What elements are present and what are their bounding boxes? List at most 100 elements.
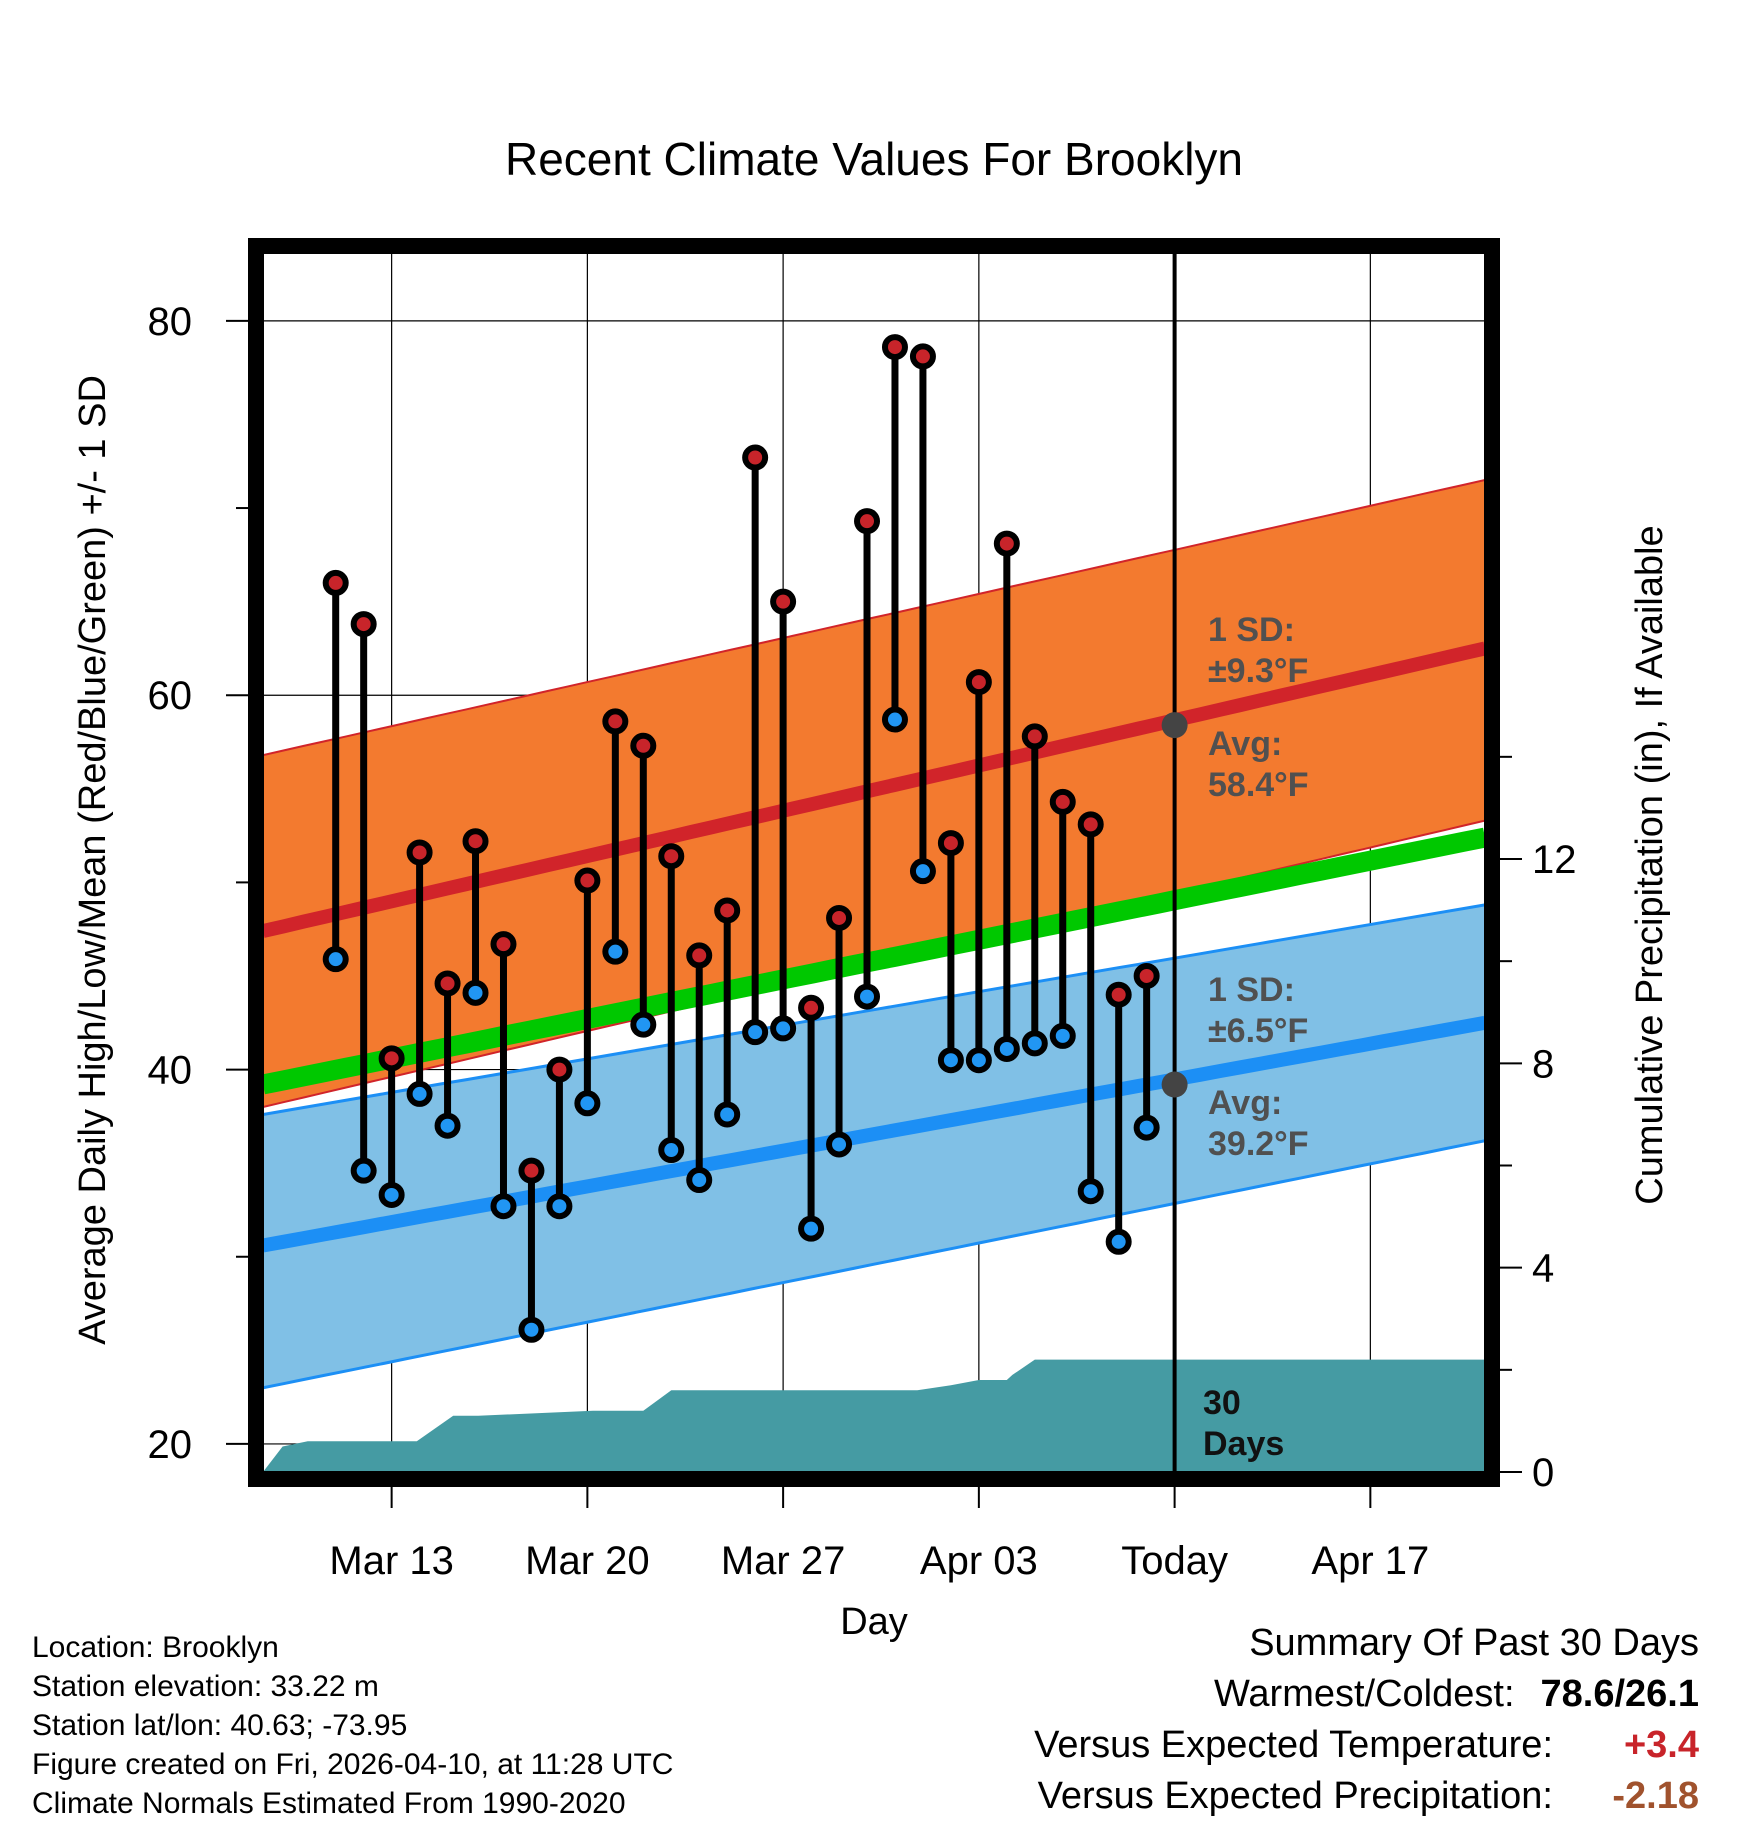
daily-low-point — [1021, 1030, 1048, 1057]
daily-low-point — [462, 979, 489, 1006]
daily-high-point — [965, 669, 992, 696]
daily-low-point — [965, 1047, 992, 1074]
daily-low-point — [798, 1215, 825, 1242]
y2-tick-label: 8 — [1532, 1042, 1554, 1086]
low-sd-label: 1 SD: — [1208, 971, 1295, 1009]
summary-precip-label: Versus Expected Precipitation: — [1037, 1775, 1553, 1817]
daily-high-point — [742, 444, 769, 471]
daily-high-point — [770, 588, 797, 615]
y2-axis-label: Cumulative Precipitation (in), If Availa… — [1629, 525, 1671, 1204]
daily-high-point — [630, 732, 657, 759]
high-sd-value: ±9.3°F — [1208, 652, 1308, 690]
summary-title: Summary Of Past 30 Days — [1249, 1622, 1699, 1664]
daily-low-point — [854, 983, 881, 1010]
period-unit: Days — [1203, 1425, 1284, 1463]
daily-low-point — [434, 1112, 461, 1139]
y-tick-label: 60 — [148, 674, 193, 718]
y-tick-label: 40 — [148, 1049, 193, 1093]
x-tick-label: Mar 20 — [525, 1539, 650, 1583]
daily-low-point — [993, 1035, 1020, 1062]
y-tick-label: 80 — [148, 300, 193, 344]
summary-warmest-row: Warmest/Coldest: 78.6/26.1 — [1034, 1669, 1699, 1720]
low-avg-value: 39.2°F — [1208, 1125, 1309, 1163]
daily-low-point — [1049, 1022, 1076, 1049]
summary-warmest-label: Warmest/Coldest: — [1213, 1673, 1515, 1715]
plot-area — [263, 246, 1485, 1472]
y2-tick-label: 0 — [1532, 1451, 1554, 1495]
daily-high-point — [826, 904, 853, 931]
daily-high-point — [909, 343, 936, 370]
x-tick-label: Mar 13 — [329, 1539, 454, 1583]
high-avg-label: Avg: — [1208, 725, 1282, 763]
normal-low-line — [263, 1015, 1485, 1253]
daily-high-point — [378, 1045, 405, 1072]
daily-temperature-bars — [322, 334, 1160, 1343]
daily-low-point — [602, 938, 629, 965]
daily-low-point — [770, 1015, 797, 1042]
summary-panel: Summary Of Past 30 Days Warmest/Coldest:… — [1034, 1618, 1699, 1822]
low-avg-label: Avg: — [1208, 1084, 1282, 1122]
y2-tick-label: 4 — [1532, 1247, 1554, 1291]
daily-high-point — [462, 828, 489, 855]
chart-title: Recent Climate Values For Brooklyn — [505, 133, 1243, 185]
daily-high-point — [1021, 723, 1048, 750]
x-tick-label: Mar 27 — [721, 1539, 846, 1583]
info-location: Location: Brooklyn — [32, 1631, 279, 1664]
summary-warmest-value: 78.6/26.1 — [1540, 1673, 1699, 1715]
daily-high-point — [1049, 788, 1076, 815]
summary-temp-label: Versus Expected Temperature: — [1034, 1724, 1553, 1766]
plot-frame — [248, 238, 1500, 1487]
daily-high-point — [1133, 962, 1160, 989]
daily-low-point — [881, 706, 908, 733]
daily-high-point — [406, 839, 433, 866]
daily-high-point — [602, 708, 629, 735]
daily-low-point — [322, 946, 349, 973]
daily-high-point — [798, 994, 825, 1021]
normal-low-sd-upper-edge — [263, 903, 1485, 1116]
today-normal-high-marker — [1161, 712, 1188, 739]
x-axis-label: Day — [840, 1601, 908, 1643]
daily-high-point — [714, 897, 741, 924]
y-tick-label: 20 — [148, 1423, 193, 1467]
info-created: Figure created on Fri, 2026-04-10, at 11… — [32, 1748, 674, 1781]
summary-precip-row: Versus Expected Precipitation: -2.18 — [1034, 1771, 1699, 1822]
daily-low-point — [1133, 1114, 1160, 1141]
daily-low-point — [909, 858, 936, 885]
high-avg-value: 58.4°F — [1208, 766, 1309, 804]
daily-low-point — [546, 1193, 573, 1220]
summary-precip-value: -2.18 — [1612, 1775, 1699, 1817]
x-tick-label: Today — [1121, 1539, 1228, 1583]
low-sd-value: ±6.5°F — [1208, 1012, 1308, 1050]
info-normals: Climate Normals Estimated From 1990-2020 — [32, 1787, 626, 1820]
y-axis-ticks: 20 40 60 80 — [148, 300, 248, 1467]
y-axis-label: Average Daily High/Low/Mean (Red/Blue/Gr… — [72, 375, 114, 1345]
daily-high-point — [322, 569, 349, 596]
daily-high-point — [574, 867, 601, 894]
daily-low-point — [714, 1101, 741, 1128]
daily-high-point — [658, 843, 685, 870]
x-axis-ticks: Mar 13 Mar 20 Mar 27 Apr 03 Today Apr 17 — [329, 1487, 1429, 1583]
daily-low-point — [518, 1316, 545, 1343]
daily-low-point — [937, 1047, 964, 1074]
cumulative-precipitation-area — [263, 1359, 1485, 1472]
daily-high-point — [686, 942, 713, 969]
daily-low-point — [490, 1193, 517, 1220]
summary-temp-value: +3.4 — [1623, 1724, 1699, 1766]
daily-high-point — [350, 611, 377, 638]
daily-low-point — [1077, 1178, 1104, 1205]
daily-high-point — [993, 530, 1020, 557]
daily-high-point — [546, 1056, 573, 1083]
daily-high-point — [1105, 981, 1132, 1008]
normal-low-sd-band — [263, 904, 1485, 1388]
y2-tick-label: 12 — [1532, 838, 1577, 882]
daily-low-point — [350, 1157, 377, 1184]
daily-high-point — [937, 830, 964, 857]
today-normal-low-marker — [1161, 1071, 1188, 1098]
daily-low-point — [630, 1011, 657, 1038]
normal-mean-line — [263, 827, 1485, 1095]
daily-low-point — [1105, 1228, 1132, 1255]
x-tick-label: Apr 03 — [920, 1539, 1038, 1583]
daily-low-point — [574, 1090, 601, 1117]
daily-low-point — [686, 1167, 713, 1194]
